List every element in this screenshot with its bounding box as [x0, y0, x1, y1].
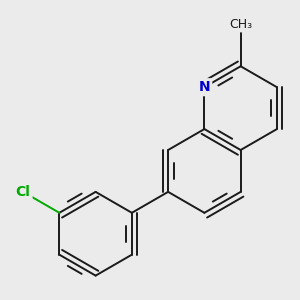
Text: CH₃: CH₃ [229, 18, 252, 31]
Text: Cl: Cl [16, 185, 31, 199]
Text: N: N [199, 80, 210, 94]
